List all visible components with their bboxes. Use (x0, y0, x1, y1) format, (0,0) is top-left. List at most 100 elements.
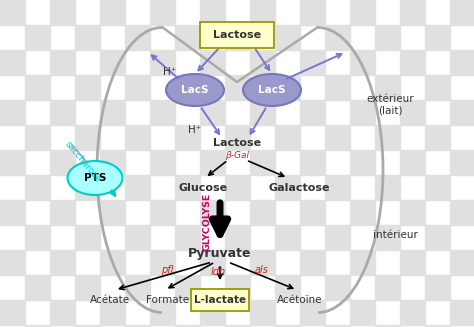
Bar (150, 150, 175, 175)
Bar (0, 200, 25, 225)
Bar (400, 300, 425, 325)
Bar (250, 50, 275, 75)
Bar (125, 25, 150, 50)
Bar (125, 275, 150, 300)
Bar (125, 325, 150, 327)
Bar (75, 25, 100, 50)
Bar (25, 75, 50, 100)
Bar (275, 275, 300, 300)
Bar (450, 200, 474, 225)
Bar (100, 100, 125, 125)
Bar (125, 225, 150, 250)
Text: Lactose: Lactose (213, 30, 261, 40)
Bar (425, 25, 450, 50)
Text: H⁺: H⁺ (188, 125, 201, 135)
Bar (400, 150, 425, 175)
Bar (200, 100, 225, 125)
Bar (50, 200, 75, 225)
Bar (425, 125, 450, 150)
Bar (0, 300, 25, 325)
Bar (325, 325, 350, 327)
Bar (375, 325, 400, 327)
Bar (275, 325, 300, 327)
Bar (75, 125, 100, 150)
Bar (400, 0, 425, 25)
Bar (150, 50, 175, 75)
Bar (200, 150, 225, 175)
Bar (325, 125, 350, 150)
Bar (225, 75, 250, 100)
Bar (25, 325, 50, 327)
Text: H⁺: H⁺ (164, 67, 177, 77)
Bar (450, 50, 474, 75)
Bar (450, 250, 474, 275)
Bar (375, 125, 400, 150)
Bar (400, 50, 425, 75)
Bar (325, 275, 350, 300)
Text: Pyruvate: Pyruvate (188, 248, 252, 261)
Bar (425, 75, 450, 100)
Bar (375, 25, 400, 50)
Bar (25, 275, 50, 300)
Bar (400, 250, 425, 275)
Bar (400, 100, 425, 125)
Bar (300, 200, 325, 225)
Text: ldh: ldh (210, 267, 226, 277)
Text: Glucose: Glucose (178, 183, 228, 193)
Text: intérieur: intérieur (373, 230, 418, 240)
Bar (125, 125, 150, 150)
Bar (225, 175, 250, 200)
Bar (375, 75, 400, 100)
Bar (0, 250, 25, 275)
Bar (125, 75, 150, 100)
Bar (400, 200, 425, 225)
Bar (0, 150, 25, 175)
Text: Acétate: Acétate (90, 295, 130, 305)
Bar (200, 300, 225, 325)
Bar (0, 50, 25, 75)
Bar (275, 175, 300, 200)
Text: als: als (255, 265, 269, 275)
Text: Formate: Formate (146, 295, 190, 305)
Bar (450, 300, 474, 325)
Bar (75, 175, 100, 200)
Bar (200, 0, 225, 25)
Bar (100, 250, 125, 275)
Text: L-lactate: L-lactate (194, 295, 246, 305)
Bar (0, 100, 25, 125)
Bar (250, 200, 275, 225)
Bar (350, 300, 375, 325)
Bar (0, 0, 25, 25)
Bar (225, 125, 250, 150)
Bar (350, 250, 375, 275)
Bar (300, 300, 325, 325)
Bar (250, 100, 275, 125)
Bar (75, 75, 100, 100)
Text: Acétoïne: Acétoïne (277, 295, 323, 305)
Bar (100, 150, 125, 175)
Text: GLYCOLYSE: GLYCOLYSE (202, 193, 211, 251)
Bar (100, 0, 125, 25)
Bar (250, 0, 275, 25)
Bar (325, 225, 350, 250)
FancyBboxPatch shape (200, 22, 274, 48)
Bar (175, 175, 200, 200)
Bar (150, 250, 175, 275)
Bar (350, 150, 375, 175)
Bar (300, 150, 325, 175)
Text: LacS: LacS (258, 85, 286, 95)
Bar (425, 275, 450, 300)
Text: Lactose: Lactose (213, 138, 261, 148)
Bar (225, 275, 250, 300)
Bar (175, 275, 200, 300)
Ellipse shape (67, 161, 122, 195)
Bar (150, 300, 175, 325)
Bar (175, 225, 200, 250)
Bar (350, 200, 375, 225)
Bar (425, 325, 450, 327)
Text: extérieur
(lait): extérieur (lait) (366, 94, 414, 116)
Bar (350, 50, 375, 75)
Bar (50, 250, 75, 275)
Bar (50, 50, 75, 75)
Ellipse shape (166, 74, 224, 106)
